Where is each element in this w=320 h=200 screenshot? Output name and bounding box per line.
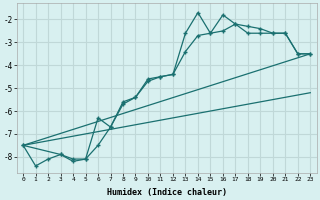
X-axis label: Humidex (Indice chaleur): Humidex (Indice chaleur) [107,188,227,197]
